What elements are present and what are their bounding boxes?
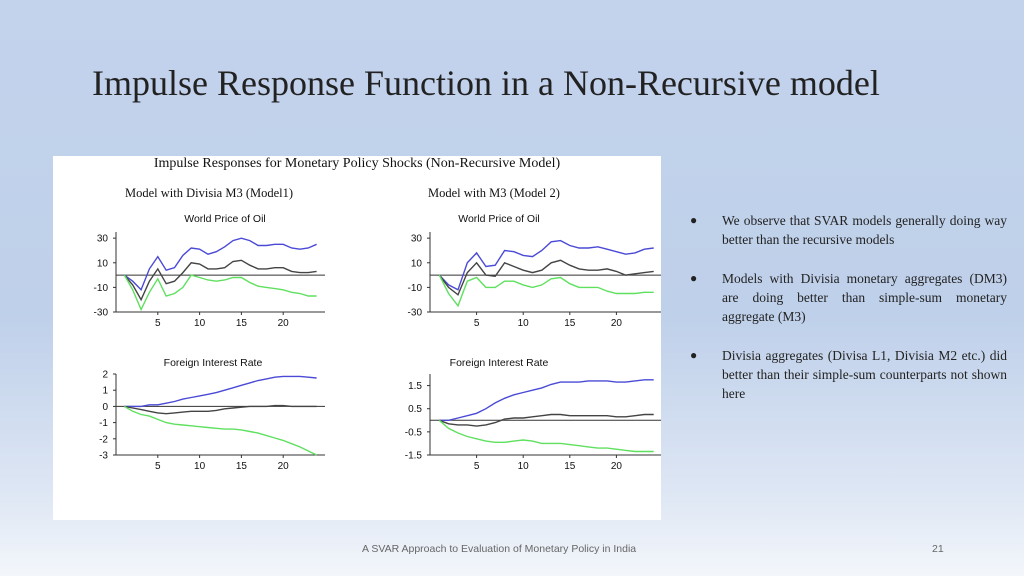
y-tick-label: -3 (99, 451, 108, 462)
bullet-text: Models with Divisia monetary aggregates … (722, 271, 1007, 324)
x-tick-label: 10 (194, 461, 206, 472)
x-tick-label: 15 (564, 318, 576, 329)
bullet-list: ● We observe that SVAR models generally … (690, 211, 1007, 423)
x-tick-label: 5 (155, 318, 161, 329)
x-tick-label: 20 (611, 461, 623, 472)
chart-title: Foreign Interest Rate (164, 357, 263, 369)
chart-title: Foreign Interest Rate (450, 357, 549, 369)
y-tick-label: 10 (411, 258, 423, 269)
chart-title: World Price of Oil (184, 213, 266, 225)
series-green-line (438, 274, 654, 308)
series-green-line (123, 274, 317, 312)
chart-oil-model1: World Price of Oil 30 10 -10 -30 5 10 15 20 (94, 213, 325, 329)
series-black-line (124, 404, 317, 415)
y-tick-label: -30 (94, 308, 109, 319)
chart-rate-model2: Foreign Interest Rate 1.5 0.5 -0.5 -1.5 5 10 15… (405, 357, 661, 472)
x-tick-label: 15 (236, 318, 248, 329)
y-tick-label: 10 (97, 258, 109, 269)
bullet-item: ● Models with Divisia monetary aggregate… (690, 269, 1007, 326)
model1-title: Model with Divisia M3 (Model1) (125, 186, 294, 200)
bullet-text: Divisia aggregates (Divisa L1, Divisia M… (722, 348, 1007, 401)
x-tick-label: 10 (194, 318, 206, 329)
slide-title: Impulse Response Function in a Non-Recur… (92, 63, 880, 103)
x-tick-label: 5 (474, 318, 480, 329)
x-tick-label: 20 (611, 318, 623, 329)
y-tick-label: -1.5 (405, 451, 423, 462)
x-tick-label: 15 (236, 461, 248, 472)
footer-text: A SVAR Approach to Evaluation of Monetar… (362, 543, 637, 555)
chart-title: World Price of Oil (458, 213, 540, 225)
y-tick-label: 0.5 (408, 404, 422, 415)
series-blue-line (438, 239, 654, 291)
x-tick-label: 20 (278, 318, 290, 329)
series-blue-line (124, 375, 317, 408)
bullet-dot-icon: ● (690, 348, 698, 362)
x-tick-label: 10 (518, 318, 530, 329)
series-green-line (438, 419, 654, 453)
y-tick-label: -10 (94, 283, 109, 294)
y-tick-label: 2 (102, 370, 108, 381)
y-tick-label: -2 (99, 434, 108, 445)
page-number: 21 (932, 543, 944, 555)
bullet-dot-icon: ● (690, 213, 698, 227)
series-black-line (439, 413, 654, 427)
model2-title: Model with M3 (Model 2) (428, 186, 560, 200)
y-tick-label: -0.5 (405, 427, 423, 438)
figure-title: Impulse Responses for Monetary Policy Sh… (153, 156, 561, 171)
x-tick-label: 5 (474, 461, 480, 472)
x-tick-label: 5 (155, 461, 161, 472)
x-tick-label: 20 (278, 461, 290, 472)
y-tick-label: 1.5 (408, 381, 422, 392)
y-tick-label: -1 (99, 418, 108, 429)
y-tick-label: 30 (97, 234, 109, 245)
bullet-item: ● Divisia aggregates (Divisa L1, Divisia… (690, 346, 1007, 403)
y-tick-label: 0 (102, 402, 108, 413)
series-black-line (123, 259, 317, 302)
x-tick-label: 15 (564, 461, 576, 472)
series-blue-line (439, 379, 654, 422)
series-blue-line (123, 237, 317, 292)
y-tick-label: -30 (408, 308, 423, 319)
y-tick-label: -10 (408, 283, 423, 294)
x-tick-label: 10 (518, 461, 530, 472)
y-tick-label: 30 (411, 234, 423, 245)
bullet-dot-icon: ● (690, 271, 698, 285)
series-black-line (438, 259, 654, 296)
series-green-line (124, 405, 317, 456)
bullet-text: We observe that SVAR models generally do… (722, 213, 1007, 247)
chart-oil-model2: World Price of Oil 30 10 -10 -30 5 10 15 20 (408, 213, 661, 329)
y-tick-label: 1 (102, 386, 108, 397)
bullet-item: ● We observe that SVAR models generally … (690, 211, 1007, 249)
impulse-response-figure: Impulse Responses for Monetary Policy Sh… (53, 156, 661, 520)
